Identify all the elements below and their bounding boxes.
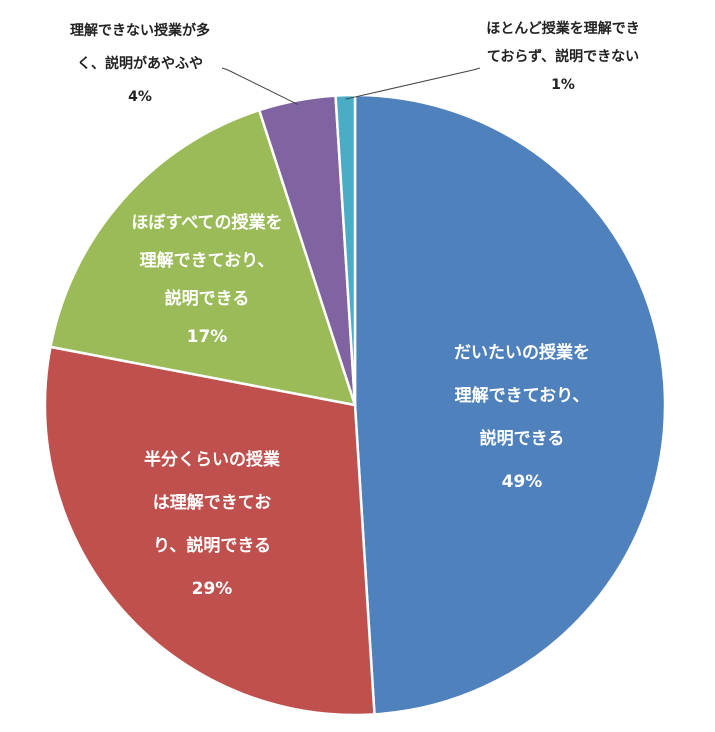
label-line-hobo-2: 説明できる <box>165 288 250 309</box>
label-line-ooku-1: く、説明があやふや <box>77 55 203 72</box>
percent-label-hobo: 17% <box>187 327 228 347</box>
label-line-daitai-0: だいたいの授業を <box>454 342 590 363</box>
label-line-hotondo-0: ほとんど授業を理解でき <box>486 20 640 37</box>
pie-slices <box>43 93 667 717</box>
label-line-hanbun-1: は理解できてお <box>153 492 272 513</box>
percent-label-ooku: 4% <box>128 89 152 105</box>
percent-label-daitai: 49% <box>502 472 543 492</box>
slice-labels: だいたいの授業を理解できており、説明できる49%半分くらいの授業は理解できており… <box>70 20 640 599</box>
leader-lines <box>221 67 481 105</box>
label-line-daitai-2: 説明できる <box>480 428 565 449</box>
pie-slice-hobo <box>49 108 357 407</box>
pie-slice-hotondo <box>334 93 357 407</box>
percent-label-hanbun: 29% <box>192 579 233 599</box>
label-line-hobo-0: ほぼすべての授業を <box>131 212 282 233</box>
leader-line-ooku <box>221 67 298 105</box>
label-line-hanbun-2: り、説明できる <box>153 535 271 556</box>
label-line-hanbun-0: 半分くらいの授業 <box>144 449 280 470</box>
pie-slice-hanbun <box>43 345 376 717</box>
label-line-daitai-1: 理解できており、 <box>455 385 590 406</box>
leader-line-hotondo <box>345 67 481 100</box>
pie-slice-daitai <box>353 93 667 716</box>
label-line-ooku-0: 理解できない授業が多 <box>70 22 210 39</box>
label-line-hotondo-1: ておらず、説明できない <box>487 48 639 65</box>
percent-label-hotondo: 1% <box>551 77 575 93</box>
label-line-hobo-1: 理解できており、 <box>140 250 275 271</box>
